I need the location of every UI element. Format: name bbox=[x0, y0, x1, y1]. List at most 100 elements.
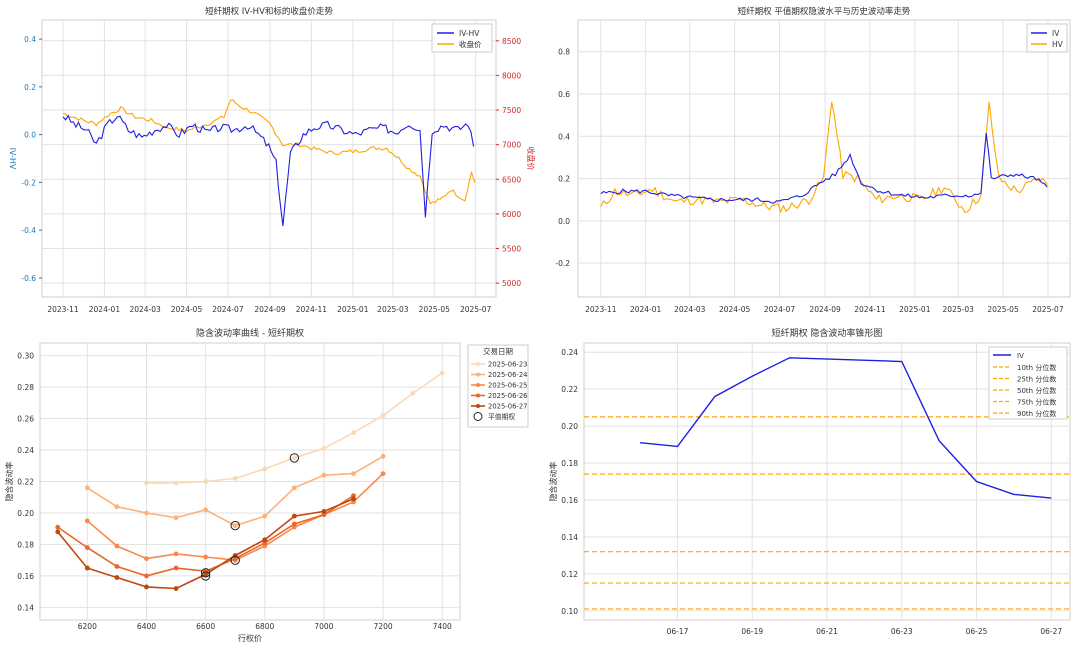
x-tick-label: 2024-03 bbox=[129, 305, 161, 314]
legend-swatch-marker bbox=[476, 393, 480, 398]
y-tick-label: 0.6 bbox=[558, 90, 570, 99]
plot-frame bbox=[577, 19, 1071, 298]
data-point bbox=[291, 485, 297, 491]
atm-marker bbox=[200, 568, 211, 578]
x-tick-label: 6400 bbox=[137, 622, 156, 631]
x-tick-label: 2024-11 bbox=[296, 305, 328, 314]
data-point bbox=[291, 455, 297, 461]
data-point bbox=[321, 509, 327, 514]
atm-marker bbox=[230, 555, 240, 565]
y-tick-label: 0.22 bbox=[561, 385, 578, 394]
data-point bbox=[84, 545, 90, 551]
legend-label: 2025-06-26 bbox=[488, 392, 528, 400]
y2-tick-label: 8500 bbox=[502, 37, 521, 46]
data-point bbox=[114, 564, 120, 569]
y-tick-label: 0.20 bbox=[561, 422, 578, 431]
data-point bbox=[84, 485, 90, 491]
y-tick-label: 0.8 bbox=[558, 48, 570, 57]
legend-title: 交易日期 bbox=[483, 346, 513, 356]
x-tick-label: 2024-07 bbox=[212, 305, 244, 314]
data-point bbox=[232, 475, 238, 481]
legend-label: IV bbox=[1052, 29, 1060, 38]
y-tick-label: 0.18 bbox=[561, 459, 578, 468]
x-tick-label: 06-27 bbox=[1040, 627, 1062, 636]
legend-label: 25th 分位数 bbox=[1017, 375, 1056, 384]
data-point bbox=[203, 507, 209, 513]
data-point bbox=[144, 584, 149, 590]
data-point bbox=[144, 573, 149, 579]
x-tick-label: 2025-01 bbox=[899, 305, 931, 314]
x-tick-label: 2024-01 bbox=[630, 305, 662, 314]
x-tick-label: 06-25 bbox=[966, 627, 988, 636]
data-point bbox=[262, 537, 268, 543]
y-tick-label: 0.16 bbox=[17, 572, 34, 581]
x-tick-label: 2024-05 bbox=[171, 305, 203, 314]
legend-box bbox=[988, 346, 1068, 420]
legend-label: HV bbox=[1052, 40, 1064, 49]
x-tick-label: 2024-11 bbox=[854, 305, 886, 314]
series-line-iv bbox=[640, 357, 1052, 499]
x-tick-label: 2025-05 bbox=[987, 305, 1019, 314]
legend-label: 10th 分位数 bbox=[1017, 363, 1056, 372]
y-axis-label: 隐含波动率 bbox=[548, 462, 558, 502]
y-tick-label: 0.16 bbox=[561, 496, 578, 505]
x-tick-label: 2023-11 bbox=[585, 305, 617, 314]
legend-swatch-marker bbox=[476, 362, 480, 366]
atm-marker bbox=[200, 571, 211, 581]
chart-title: 隐含波动率曲线 - 短纤期权 bbox=[196, 327, 304, 339]
data-point bbox=[351, 496, 356, 502]
y-tick-label: -0.2 bbox=[555, 259, 570, 268]
y2-tick-label: 8000 bbox=[502, 71, 521, 80]
data-point bbox=[321, 472, 327, 478]
data-point bbox=[380, 412, 386, 418]
legend-label: 2025-06-25 bbox=[488, 382, 528, 390]
y-tick-label: 0.30 bbox=[17, 352, 34, 361]
data-point bbox=[55, 529, 61, 535]
legend-label: IV-HV bbox=[459, 29, 480, 38]
atm-marker bbox=[230, 520, 240, 531]
data-point bbox=[84, 565, 90, 571]
y-tick-label: 0.12 bbox=[561, 570, 578, 579]
plot-frame bbox=[41, 19, 497, 298]
legend-label: 90th 分位数 bbox=[1017, 409, 1056, 418]
x-tick-label: 2025-03 bbox=[943, 305, 975, 314]
y1-tick-label: 0.4 bbox=[24, 35, 36, 44]
panel-iv-hv-trend-chart: 0.8 0.6 0.4 0.2 0.0 -0.2 2023-11 2024-01 2024-03… bbox=[555, 6, 1071, 314]
y2-tick-label: 7000 bbox=[502, 141, 521, 150]
legend-box bbox=[431, 23, 493, 53]
panel-iv-cone-chart: 0.10 0.12 0.14 0.16 0.18 0.20 0.22 0.24 06-17 06-… bbox=[548, 327, 1071, 636]
x-tick-label: 2024-09 bbox=[254, 305, 286, 314]
data-point bbox=[144, 480, 149, 486]
data-point bbox=[173, 586, 179, 591]
x-tick-label: 7200 bbox=[374, 622, 393, 631]
y2-axis-label: 收盘价 bbox=[526, 147, 536, 171]
x-tick-label: 2025-03 bbox=[377, 305, 409, 314]
legend-label: 50th 分位数 bbox=[1017, 386, 1056, 395]
chart-title: 短纤期权 隐含波动率锥形图 bbox=[772, 327, 883, 339]
x-tick-label: 7400 bbox=[433, 622, 452, 631]
data-point bbox=[351, 471, 356, 477]
x-tick-label: 6600 bbox=[196, 622, 215, 631]
legend-box bbox=[1026, 23, 1068, 53]
x-tick-label: 2025-01 bbox=[337, 305, 369, 314]
x-tick-label: 6800 bbox=[255, 622, 274, 631]
x-tick-label: 7000 bbox=[314, 622, 333, 631]
data-point bbox=[351, 430, 356, 436]
y2-tick-label: 7500 bbox=[502, 106, 521, 115]
y-tick-label: 0.14 bbox=[561, 533, 578, 542]
data-point bbox=[321, 446, 327, 451]
data-point bbox=[114, 543, 120, 549]
data-point bbox=[232, 553, 238, 558]
x-tick-label: 2024-09 bbox=[809, 305, 841, 314]
x-tick-label: 2025-07 bbox=[460, 305, 492, 314]
data-point bbox=[232, 523, 238, 528]
x-tick-label: 06-21 bbox=[816, 627, 838, 636]
panel-ivhv-chart: 8500 8000 7500 7000 6500 6000 5500 5000 2023-11 2… bbox=[8, 6, 536, 314]
x-tick-label: 2024-03 bbox=[674, 305, 706, 314]
y-tick-label: 0.4 bbox=[558, 132, 570, 141]
legend-label: 收盘价 bbox=[459, 39, 482, 49]
data-point bbox=[380, 453, 386, 459]
atm-marker bbox=[289, 453, 300, 463]
panel-iv-smile-chart: 0.14 0.16 0.18 0.20 0.22 0.24 0.26 0.28 0.30 6200… bbox=[4, 327, 529, 643]
y2-tick-label: 5500 bbox=[502, 245, 521, 254]
